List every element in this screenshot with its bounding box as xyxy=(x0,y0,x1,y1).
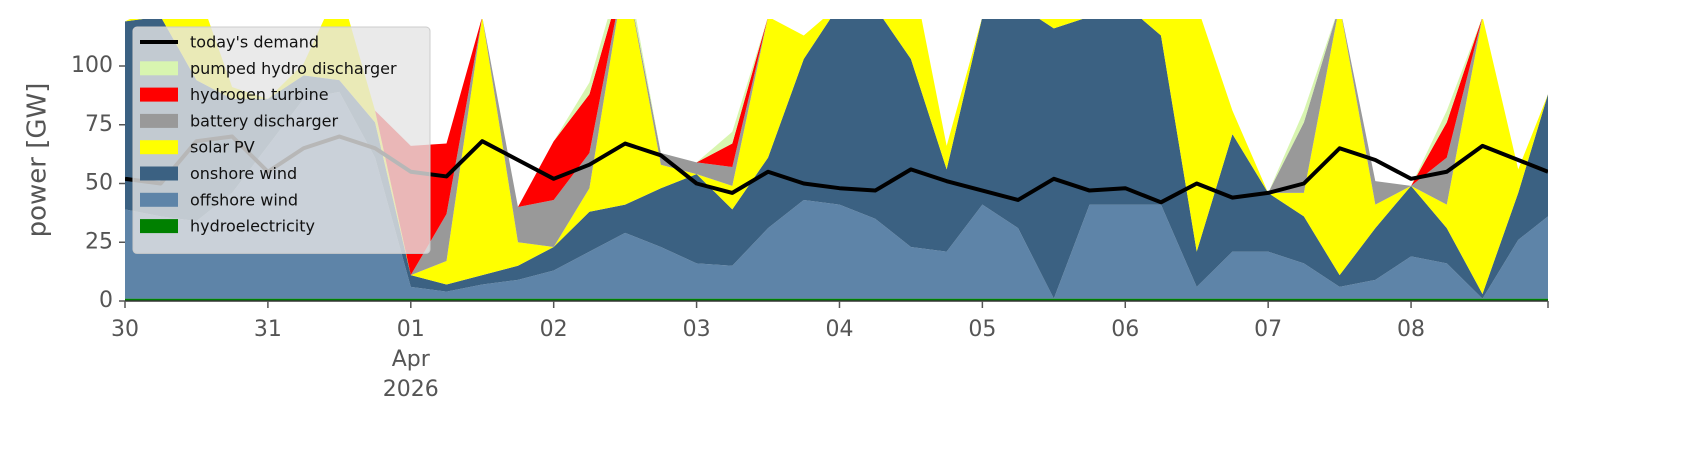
legend: today's demand pumped hydro discharger hyd… xyxy=(132,26,431,254)
legend-label: battery discharger xyxy=(190,111,338,130)
y-tick-label: 25 xyxy=(85,229,113,254)
legend-swatch xyxy=(140,192,178,207)
legend-swatch xyxy=(140,166,178,181)
x-tick-label: 04 xyxy=(825,317,853,342)
legend-label: solar PV xyxy=(190,138,255,157)
x-tick-label: 02 xyxy=(540,317,568,342)
x-tick-label: 30 xyxy=(111,317,139,342)
legend-swatch xyxy=(140,113,178,128)
legend-label: hydrogen turbine xyxy=(190,85,329,104)
x-tick-label: 03 xyxy=(683,317,711,342)
x-tick-label: 31 xyxy=(254,317,282,342)
legend-swatch xyxy=(140,61,178,76)
legend-label: onshore wind xyxy=(190,164,297,183)
legend-label: today's demand xyxy=(190,33,319,52)
y-tick-label: 75 xyxy=(85,112,113,137)
legend-label: offshore wind xyxy=(190,190,298,209)
legend-swatch xyxy=(140,87,178,102)
y-axis-label: power [GW] xyxy=(23,83,53,238)
area xyxy=(125,91,1548,299)
legend-label: pumped hydro discharger xyxy=(190,59,397,78)
x-year-label: 2026 xyxy=(383,377,439,402)
y-tick-label: 50 xyxy=(85,171,113,196)
x-month-label: Apr xyxy=(392,347,431,372)
axes: 0 25 50 75 100 30 31 01 02 03 04 05 06 07 08 Apr 2026 xyxy=(71,53,1549,402)
x-tick-label: 07 xyxy=(1254,317,1282,342)
legend-label: hydroelectricity xyxy=(190,217,315,236)
x-tick-label: 08 xyxy=(1397,317,1425,342)
legend-swatch xyxy=(140,219,178,234)
x-tick-label: 06 xyxy=(1111,317,1139,342)
y-tick-label: 0 xyxy=(99,288,113,313)
y-tick-label: 100 xyxy=(71,53,113,78)
x-tick-label: 05 xyxy=(968,317,996,342)
legend-swatch xyxy=(140,140,178,155)
x-tick-label: 01 xyxy=(397,317,425,342)
area xyxy=(125,19,1548,294)
area xyxy=(125,19,1548,299)
legend-box xyxy=(132,26,431,254)
